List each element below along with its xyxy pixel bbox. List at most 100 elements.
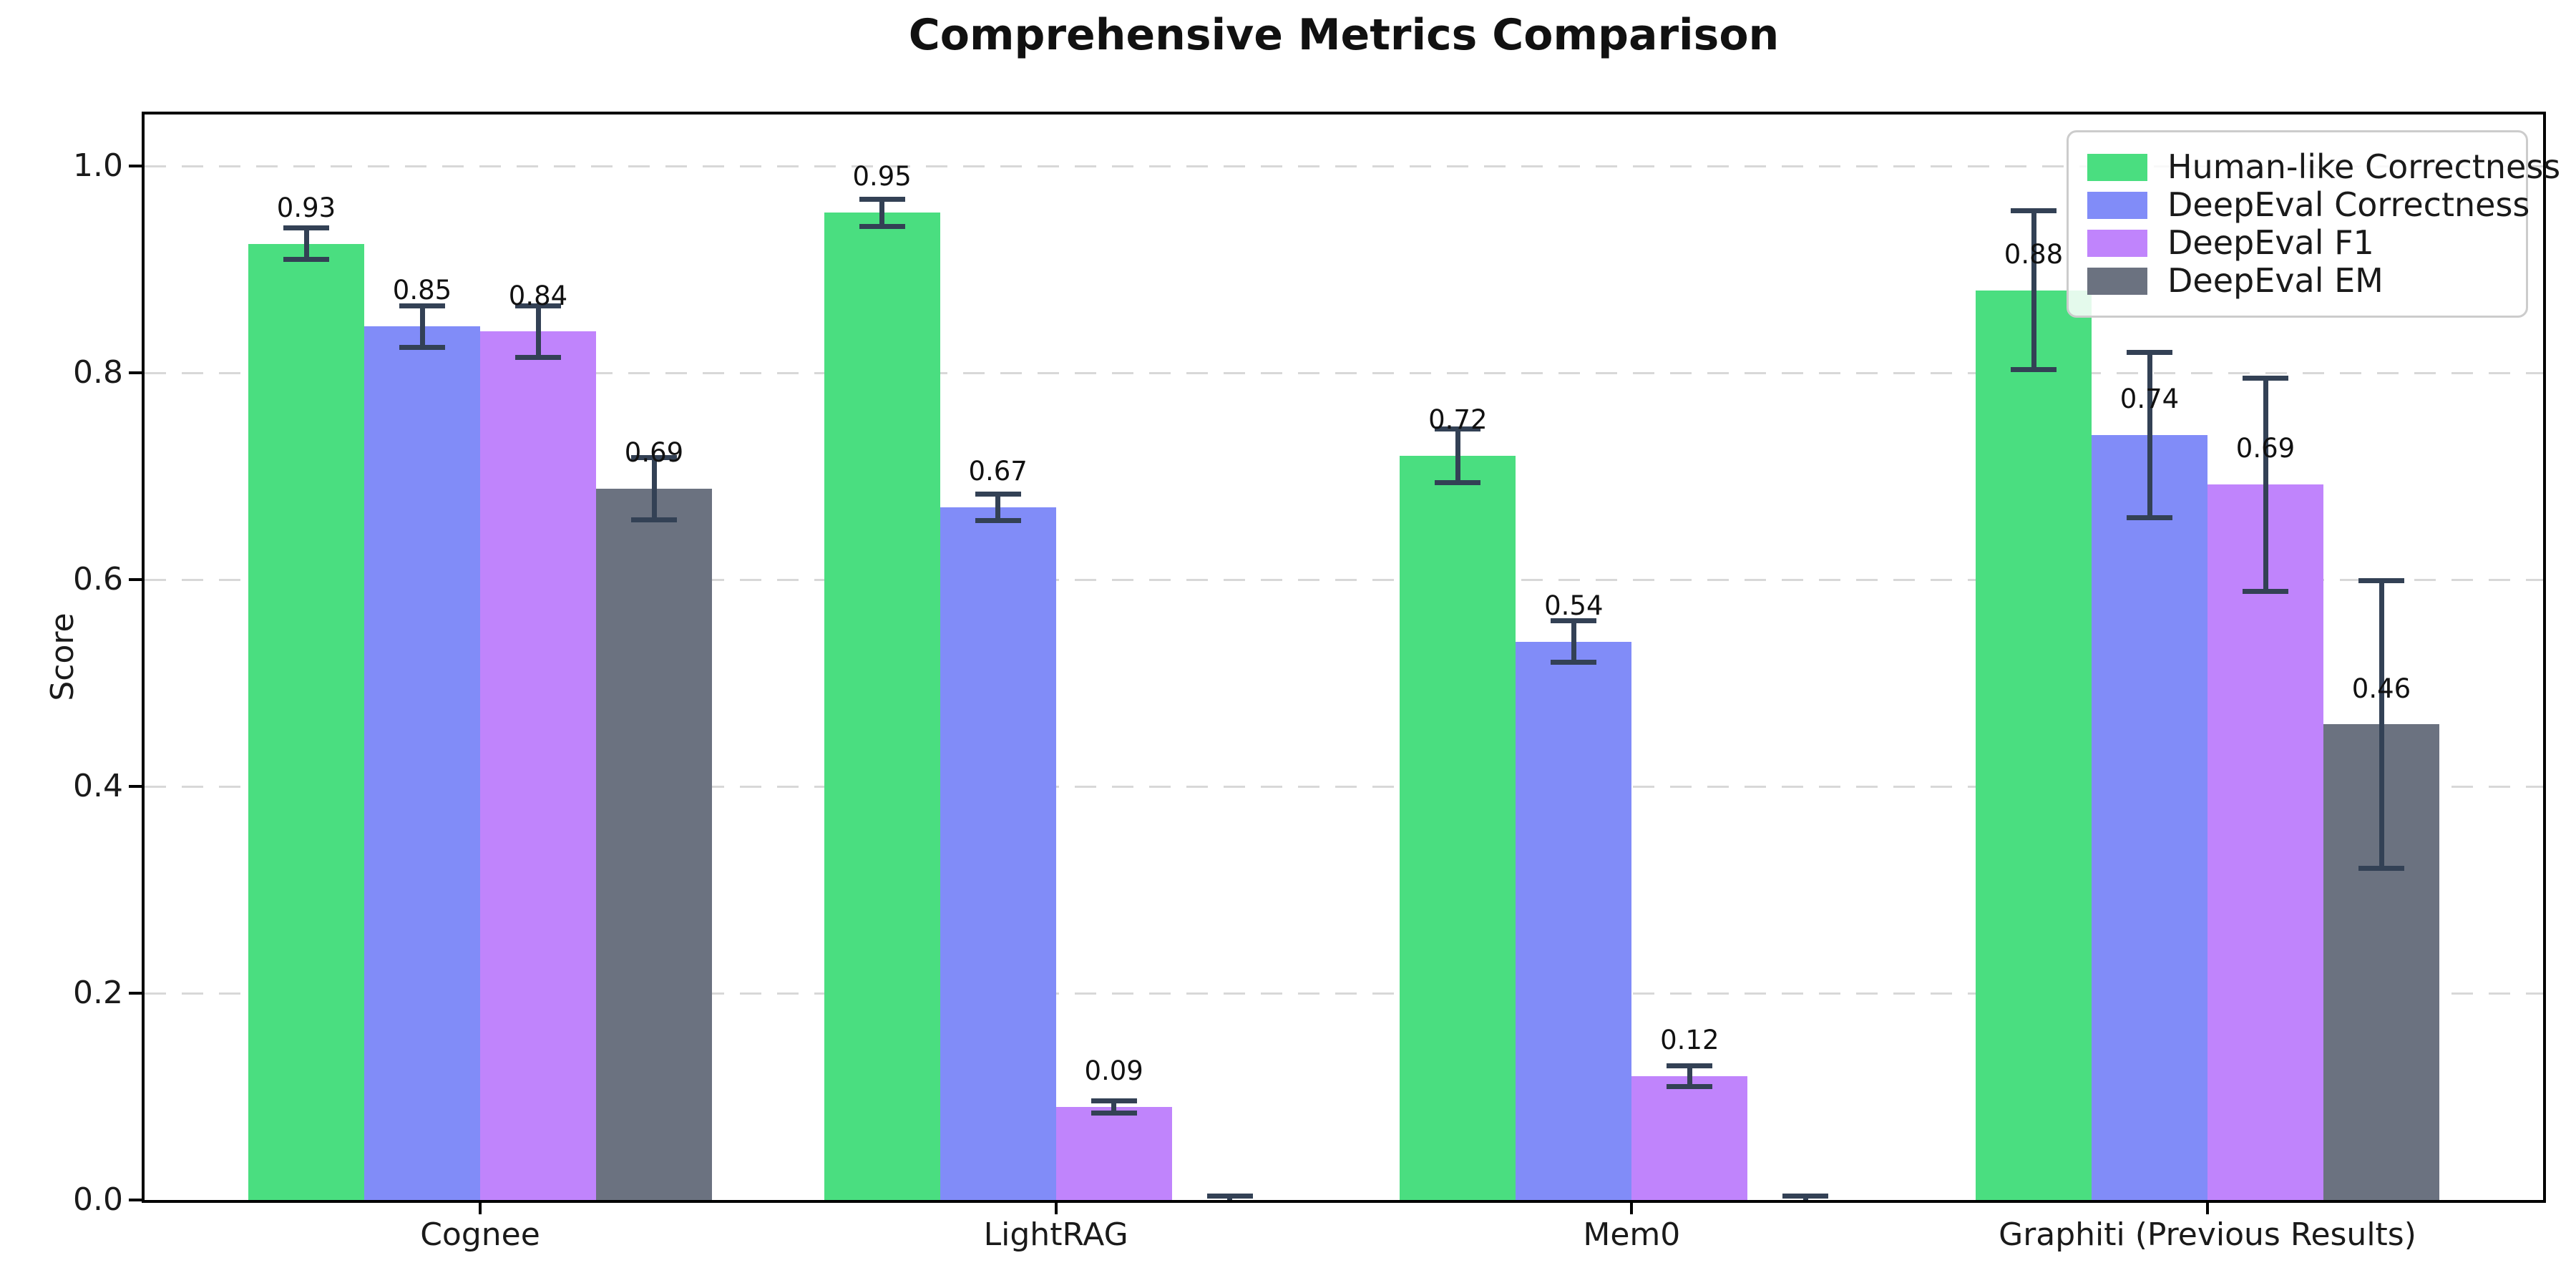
error-bar-cap [1091,1098,1137,1103]
x-tick [479,1203,482,1214]
legend-swatch [2087,267,2147,295]
error-bar-cap [1435,426,1481,431]
legend-swatch [2087,229,2147,257]
x-tick-label: Mem0 [1583,1216,1681,1253]
y-tick-label: 0.0 [73,1181,123,1218]
legend-item: DeepEval Correctness [2087,186,2529,224]
legend-item: DeepEval F1 [2087,224,2507,262]
error-bar-cap [975,518,1021,524]
bar-value-label: 0.69 [2235,433,2296,464]
error-bar-cap [2243,588,2288,594]
error-bar-cap [515,355,561,361]
error-bar-cap [859,223,905,229]
error-bar-cap [1667,1063,1713,1068]
error-bar-cap [2011,367,2057,373]
y-tick-label: 0.6 [73,561,123,598]
error-bar [1571,620,1576,663]
legend-label: DeepEval Correctness [2167,185,2530,224]
error-bar-cap [631,517,677,522]
x-tick-label: Graphiti (Previous Results) [1999,1216,2416,1253]
error-bar-cap [283,225,329,231]
bar [1400,455,1516,1200]
bar [2207,484,2323,1200]
gridline [145,165,2543,167]
error-bar [995,494,1001,521]
bar [940,507,1056,1200]
error-bar [651,457,657,520]
error-bar [1111,1101,1117,1113]
error-bar [2379,580,2384,869]
bar-value-label: 0.74 [2119,383,2180,414]
bar-value-label: 0.85 [392,275,452,306]
error-bar-cap [1551,660,1597,665]
chart-title: Comprehensive Metrics Comparison [908,10,1780,60]
error-bar-cap [1782,1193,1829,1199]
gridline [145,992,2543,995]
error-bar [419,306,425,348]
error-bar [2147,352,2152,518]
legend-item: DeepEval EM [2087,262,2507,300]
bar-value-label: 0.95 [852,161,912,192]
error-bar [303,228,309,260]
error-bar-cap [1206,1193,1253,1199]
bar [248,243,364,1200]
error-bar [1455,429,1460,483]
x-tick [1054,1203,1058,1214]
legend-item: Human-like Correctness [2087,148,2560,186]
bar-value-label: 0.72 [1428,404,1488,435]
error-bar-cap [1435,479,1481,485]
bar [1976,290,2092,1200]
y-tick-label: 1.0 [73,147,123,185]
legend-label: Human-like Correctness [2167,147,2561,186]
y-tick [129,578,142,582]
bar [364,326,480,1200]
error-bar [879,199,885,227]
legend-label: DeepEval EM [2167,261,2384,300]
y-tick [129,371,142,375]
bar-value-label: 0.54 [1544,590,1604,621]
gridline [145,785,2543,788]
bar-value-label: 0.84 [508,280,568,311]
legend-swatch [2087,191,2147,219]
error-bar-cap [2243,375,2288,381]
bar-value-label: 0.09 [1084,1055,1143,1087]
x-tick [1630,1203,1634,1214]
error-bar-cap [1091,1111,1137,1116]
error-bar [2263,378,2268,592]
error-bar [535,306,541,358]
error-bar-cap [399,303,445,308]
bar-value-label: 0.69 [624,437,684,469]
error-bar-cap [2358,865,2404,871]
error-bar-cap [859,196,905,202]
error-bar-cap [2127,514,2172,520]
legend-swatch [2087,153,2147,181]
y-tick [129,992,142,995]
error-bar-cap [2011,208,2057,213]
x-tick-label: LightRAG [983,1216,1128,1253]
x-tick [2206,1203,2209,1214]
y-tick-label: 0.8 [73,354,123,391]
bar-value-label: 0.93 [276,192,336,223]
error-bar [2031,210,2036,370]
bar-value-label: 0.88 [2004,238,2064,270]
bar [596,489,712,1200]
bar [1055,1106,1172,1200]
error-bar-cap [515,303,561,308]
bar [1631,1075,1748,1200]
legend-label: DeepEval F1 [2167,223,2374,262]
error-bar [1687,1065,1692,1087]
gridline [145,578,2543,581]
error-bar-cap [1551,618,1597,624]
error-bar-cap [631,455,677,461]
bar [480,331,596,1200]
y-tick [129,165,142,168]
bar [1516,641,1632,1200]
y-tick-label: 0.4 [73,768,123,805]
y-tick-label: 0.2 [73,975,123,1012]
error-bar-cap [283,256,329,262]
bar-value-label: 0.12 [1660,1024,1719,1055]
x-tick-label: Cognee [420,1216,540,1253]
legend: Human-like Correctness DeepEval Correctne… [2067,130,2560,318]
error-bar-cap [1667,1083,1713,1089]
